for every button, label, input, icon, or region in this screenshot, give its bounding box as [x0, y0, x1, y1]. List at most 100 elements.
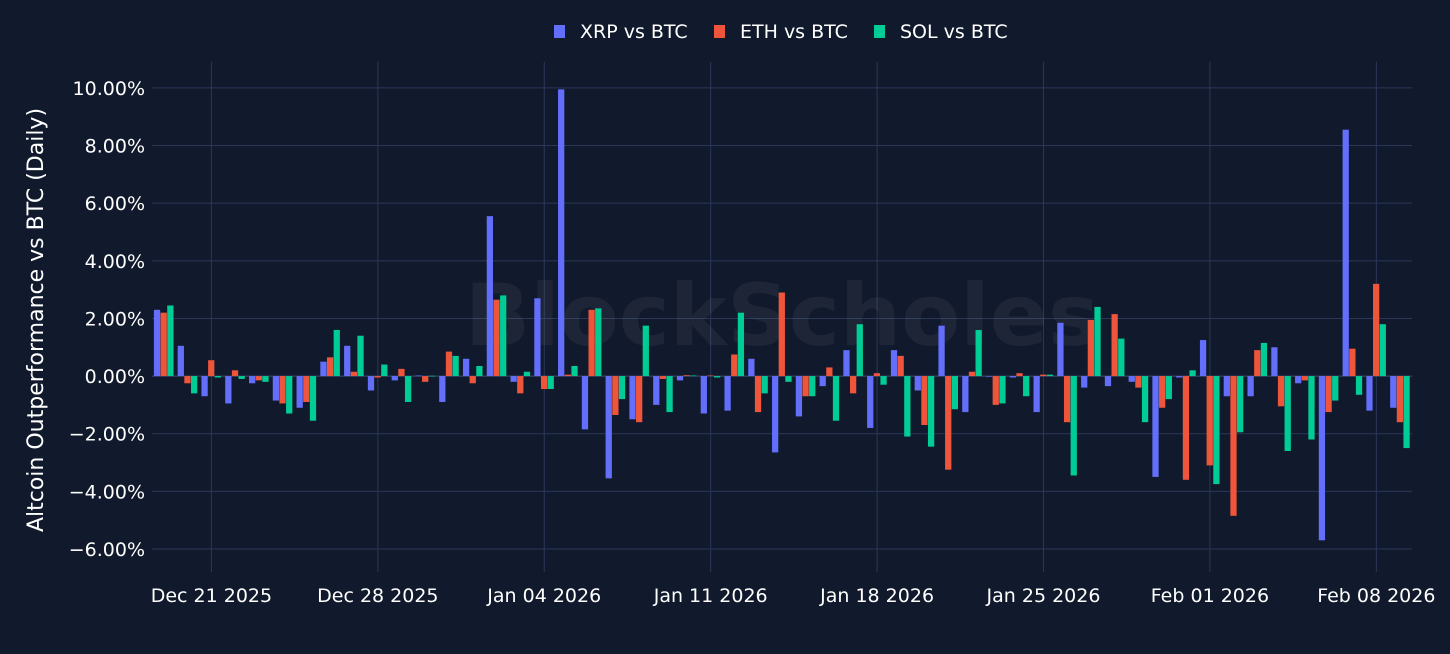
- bar: [255, 376, 262, 381]
- y-tick-label: −2.00%: [69, 424, 145, 446]
- bar: [897, 355, 904, 377]
- bar: [1396, 376, 1404, 423]
- bar: [296, 376, 303, 408]
- bar: [595, 308, 602, 377]
- bar: [1206, 376, 1213, 466]
- y-tick-label: 8.00%: [85, 136, 145, 158]
- bar: [921, 376, 928, 426]
- bar: [1111, 314, 1118, 377]
- x-tick-label: Jan 25 2026: [986, 585, 1101, 607]
- bar: [391, 376, 398, 381]
- bar: [184, 376, 191, 384]
- bar: [772, 376, 779, 453]
- legend-item[interactable]: ETH vs BTC: [714, 21, 848, 43]
- bar: [737, 312, 745, 377]
- bar: [873, 373, 881, 377]
- bar: [1033, 376, 1040, 413]
- bar: [856, 324, 863, 377]
- bar: [1373, 283, 1380, 377]
- bar: [1277, 376, 1285, 407]
- bar: [333, 329, 340, 377]
- bar: [795, 376, 803, 417]
- x-tick-label: Jan 04 2026: [486, 585, 601, 607]
- bar: [1308, 376, 1315, 440]
- bar: [1271, 347, 1278, 377]
- bar: [1046, 374, 1054, 377]
- bar: [1332, 376, 1339, 401]
- bar: [398, 368, 405, 377]
- legend-swatch: [714, 25, 725, 38]
- x-tick-label: Dec 21 2025: [151, 585, 272, 607]
- bar: [1009, 376, 1017, 378]
- legend-item[interactable]: SOL vs BTC: [874, 21, 1008, 43]
- bar: [534, 298, 541, 377]
- bar: [731, 354, 738, 377]
- bar: [1152, 376, 1159, 477]
- bar: [1118, 338, 1125, 377]
- y-tick-label: 0.00%: [85, 366, 145, 388]
- bar: [778, 292, 785, 377]
- y-tick-label: 4.00%: [85, 251, 145, 273]
- bar: [992, 376, 999, 405]
- y-tick-label: 6.00%: [85, 193, 145, 215]
- bar: [962, 376, 969, 413]
- bar: [629, 376, 636, 420]
- bar: [849, 376, 857, 394]
- y-tick-label: 10.00%: [73, 78, 145, 100]
- bar: [1040, 374, 1047, 377]
- grid: [152, 62, 1412, 572]
- bar: [452, 355, 459, 377]
- bar: [1342, 129, 1349, 377]
- bar: [985, 376, 993, 377]
- bar: [1237, 376, 1244, 433]
- bar: [517, 376, 524, 394]
- legend-item[interactable]: XRP vs BTC: [554, 21, 688, 43]
- bar: [476, 365, 483, 377]
- bar: [357, 335, 364, 377]
- legend-label: XRP vs BTC: [580, 21, 688, 43]
- bar: [1094, 306, 1101, 377]
- bar: [588, 309, 595, 377]
- x-tick-label: Jan 18 2026: [819, 585, 934, 607]
- bar: [558, 89, 565, 377]
- legend[interactable]: XRP vs BTC ETH vs BTC SOL vs BTC: [554, 21, 1008, 43]
- bar: [428, 375, 435, 377]
- bar: [1141, 376, 1149, 423]
- bar: [1366, 376, 1373, 411]
- bar: [1355, 376, 1363, 395]
- bar: [707, 375, 714, 377]
- bar: [1016, 373, 1023, 377]
- bar: [493, 299, 500, 377]
- y-tick-label: −4.00%: [69, 481, 145, 503]
- bar: [510, 376, 517, 382]
- bar: [350, 371, 358, 377]
- bar: [832, 376, 840, 421]
- bar: [249, 376, 256, 384]
- bar: [605, 376, 612, 479]
- bar: [1295, 376, 1302, 384]
- bar: [486, 216, 493, 377]
- bar: [1023, 376, 1030, 397]
- bar: [1057, 322, 1064, 377]
- x-tick-label: Dec 28 2025: [317, 585, 438, 607]
- bar: [422, 376, 429, 382]
- bar: [1189, 370, 1196, 377]
- bar: [1087, 319, 1094, 377]
- bar: [653, 376, 660, 405]
- bar: [1165, 376, 1172, 400]
- bars: [153, 89, 1410, 541]
- bar: [636, 376, 643, 423]
- bar: [1247, 376, 1254, 397]
- bar: [666, 376, 673, 413]
- bar: [320, 361, 327, 377]
- bar: [415, 375, 422, 377]
- bar: [1176, 376, 1183, 378]
- bar: [809, 376, 816, 397]
- bar: [523, 371, 531, 377]
- bar: [690, 375, 697, 377]
- bar: [272, 376, 280, 401]
- bar: [618, 376, 626, 400]
- x-tick-label: Feb 01 2026: [1151, 585, 1269, 607]
- legend-label: SOL vs BTC: [900, 21, 1008, 43]
